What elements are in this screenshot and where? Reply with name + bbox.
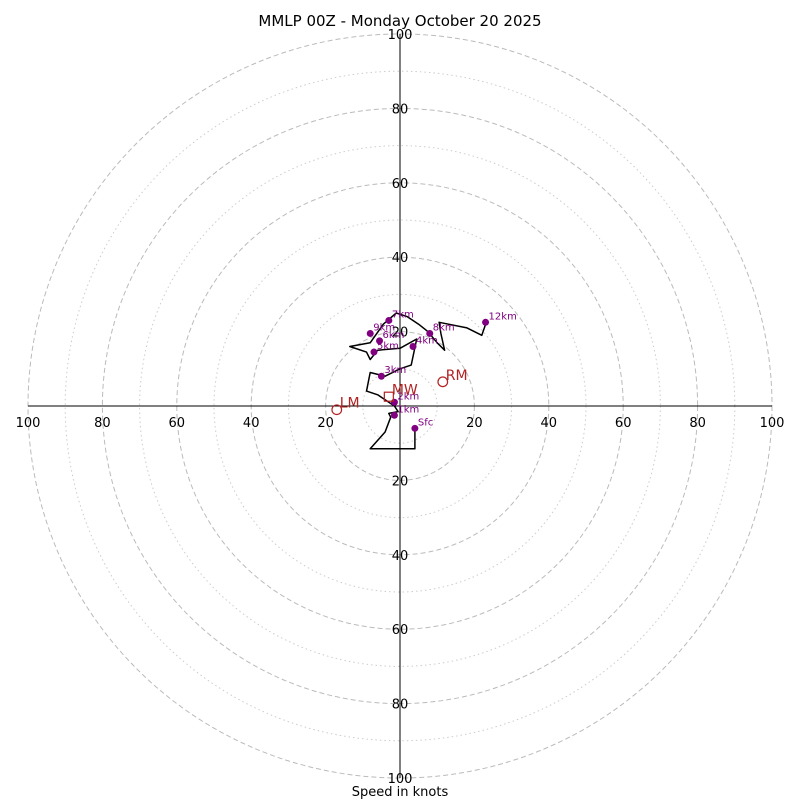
height-marker-5km <box>370 348 378 356</box>
chart-title: MMLP 00Z - Monday October 20 2025 <box>258 12 541 30</box>
tick-labels: 20 20 20 20 40 40 40 40 60 60 60 60 80 80 80 80 100 100 10… <box>16 28 785 787</box>
motion-label-mw: MW <box>392 383 418 399</box>
tick-label-west-60: 60 <box>169 416 186 431</box>
tick-label-east-60: 60 <box>615 416 632 431</box>
height-marker-6km <box>376 337 384 345</box>
height-label-7km: 7km <box>392 309 414 320</box>
tick-label-north-40: 40 <box>392 251 409 266</box>
height-marker-2km <box>390 398 398 406</box>
tick-label-east-40: 40 <box>541 416 558 431</box>
tick-label-west-40: 40 <box>243 416 260 431</box>
tick-label-north-60: 60 <box>392 177 409 192</box>
motion-label-lm: LM <box>340 396 360 412</box>
tick-label-south-40: 40 <box>392 549 409 564</box>
motion-marker-mw <box>383 391 394 402</box>
height-marker-7km <box>385 316 393 324</box>
tick-label-south-20: 20 <box>392 474 409 489</box>
hodograph-trace <box>349 312 487 450</box>
height-label-12km: 12km <box>489 311 517 322</box>
height-label-1km: 1km <box>397 404 419 415</box>
tick-label-south-60: 60 <box>392 623 409 638</box>
height-marker-4km <box>409 342 417 350</box>
wind-trace <box>349 312 487 450</box>
x-axis-label: Speed in knots <box>352 785 449 800</box>
height-marker-12km <box>482 318 490 326</box>
tick-label-north-80: 80 <box>392 102 409 117</box>
motion-marker-rm <box>437 376 449 388</box>
height-marker-3km <box>377 372 385 380</box>
axes <box>28 34 772 778</box>
height-marker-sfc <box>411 424 419 432</box>
tick-label-east-80: 80 <box>689 416 706 431</box>
height-label-9km: 9km <box>373 322 395 333</box>
tick-label-south-80: 80 <box>392 698 409 713</box>
motion-label-rm: RM <box>446 368 468 384</box>
tick-label-west-100: 100 <box>16 416 41 431</box>
height-label-sfc: Sfc <box>418 417 433 428</box>
height-marker-9km <box>366 329 374 337</box>
height-label-8km: 8km <box>433 322 455 333</box>
tick-label-west-80: 80 <box>94 416 111 431</box>
tick-label-north-100: 100 <box>388 28 413 43</box>
tick-label-east-100: 100 <box>760 416 785 431</box>
height-label-5km: 5km <box>377 341 399 352</box>
height-label-2km: 2km <box>397 391 419 402</box>
tick-label-south-100: 100 <box>388 772 413 787</box>
tick-label-east-20: 20 <box>466 416 483 431</box>
height-marker-1km <box>390 411 398 419</box>
height-marker-8km <box>426 329 434 337</box>
tick-label-north-20: 20 <box>392 326 409 341</box>
height-label-3km: 3km <box>384 365 406 376</box>
storm-motions: RM LM MW <box>331 368 468 416</box>
motion-marker-lm <box>331 404 343 416</box>
height-label-4km: 4km <box>416 335 438 346</box>
tick-label-west-20: 20 <box>317 416 334 431</box>
height-label-6km: 6km <box>383 330 405 341</box>
